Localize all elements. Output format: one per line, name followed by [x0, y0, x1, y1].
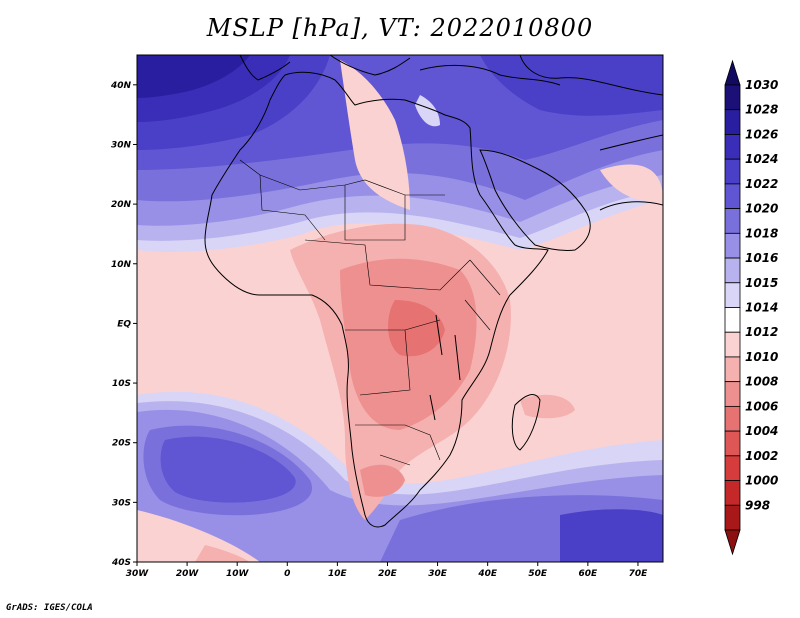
colorbar-label: 1030 — [745, 78, 778, 92]
lon-tick-label: 0 — [284, 569, 290, 579]
border-sahel — [259, 174, 406, 241]
india-coast-hint — [599, 201, 663, 211]
colorbar-swatch — [724, 356, 741, 383]
southwest-pocket-1010 — [195, 545, 250, 562]
arabian-sea-patch — [600, 164, 663, 202]
colorbar-label: 1008 — [745, 375, 778, 389]
iran-coastline — [599, 134, 663, 151]
asia-high-1024 — [480, 55, 663, 116]
colorbar-swatch — [724, 109, 741, 135]
lon-tick-label: 30E — [428, 569, 448, 579]
south-atlantic-high-1022 — [160, 436, 296, 503]
lon-tick-label: 70E — [629, 569, 649, 579]
colorbar-label: 1000 — [745, 474, 778, 488]
colorbar-label: 1010 — [745, 350, 778, 364]
colorbar-swatch — [724, 134, 741, 160]
border-south — [355, 424, 441, 466]
colorbar-swatch — [724, 455, 741, 481]
country-borders — [239, 159, 501, 466]
southwest-pocket — [137, 510, 260, 562]
lon-tick-label: 30W — [126, 569, 150, 579]
colorbar-swatch — [724, 381, 741, 407]
longitude-axis: 30W 20W 10W 0 10E 20E 30E 40E 50E 60E 70E — [126, 562, 648, 579]
south-africa-low — [360, 464, 405, 497]
lon-tick-label: 50E — [528, 569, 548, 579]
lon-tick-label: 10E — [328, 569, 348, 579]
madagascar-coastline — [511, 394, 541, 451]
colorbar-label: 1016 — [745, 251, 778, 265]
colorbar-swatch — [724, 183, 741, 210]
colorbar-label: 1012 — [745, 325, 778, 339]
colorbar-label: 1026 — [745, 127, 778, 141]
lat-tick-label: 10N — [111, 260, 132, 270]
colorbar-label: 1020 — [745, 202, 778, 216]
continental-low-1006 — [388, 300, 445, 357]
lat-tick-label: 30N — [111, 140, 132, 150]
iberia-coastline — [239, 55, 291, 81]
grads-credit: GrADS: IGES/COLA — [6, 603, 93, 613]
plot-frame — [136, 54, 664, 563]
coastlines — [204, 55, 663, 528]
border-central — [304, 239, 471, 291]
great-lakes — [429, 314, 461, 421]
lon-tick-label: 20W — [176, 569, 200, 579]
map-title: MSLP [hPa], VT: 2022010800 — [206, 14, 594, 42]
colorbar-swatch — [724, 282, 741, 308]
turkey-coastline — [419, 64, 561, 86]
colorbar-swatch — [724, 480, 741, 506]
colorbar: 1030 1028 1026 1024 1022 1020 1018 1016 1015 1014… — [724, 59, 778, 556]
africa-coastline — [204, 71, 549, 528]
azores-high-1028 — [137, 55, 250, 98]
colorbar-label: 1015 — [745, 276, 778, 290]
lon-tick-label: 40E — [477, 569, 498, 579]
colorbar-label: 1006 — [745, 399, 778, 413]
colorbar-swatch — [724, 257, 741, 284]
colorbar-swatch — [724, 232, 741, 259]
east-med-patch — [415, 95, 440, 127]
colorbar-top-cap — [724, 59, 741, 86]
colorbar-label: 1024 — [745, 152, 778, 166]
italy-balkans-coastline — [329, 55, 411, 76]
lon-tick-label: 20E — [378, 569, 398, 579]
sahara-trough — [340, 60, 410, 210]
colorbar-swatch — [724, 504, 741, 531]
colorbar-label: 1018 — [745, 226, 778, 240]
lat-tick-label: 30S — [112, 498, 131, 508]
lat-tick-label: 40N — [110, 81, 132, 91]
colorbar-swatch — [724, 331, 741, 358]
colorbar-label: 1002 — [745, 449, 778, 463]
caucasus-caspian — [519, 55, 663, 96]
pressure-field — [137, 55, 663, 562]
lat-tick-label: EQ — [117, 319, 131, 329]
latitude-axis: 40N 30N 20N 10N EQ 10S 20S 30S 40S — [110, 81, 137, 568]
colorbar-swatch — [724, 405, 741, 432]
lat-tick-label: 40S — [111, 558, 131, 568]
lat-tick-label: 20S — [112, 439, 131, 449]
lon-tick-label: 10W — [226, 569, 250, 579]
lat-tick-label: 20N — [111, 200, 132, 210]
madagascar-region — [520, 394, 575, 419]
lon-tick-label: 60E — [579, 569, 599, 579]
colorbar-swatch — [724, 430, 741, 457]
indian-ocean-high-1024 — [560, 509, 663, 562]
colorbar-label: 1004 — [745, 424, 778, 438]
colorbar-label: 1014 — [745, 301, 778, 315]
colorbar-label: 1028 — [745, 103, 778, 117]
border-congo — [345, 319, 441, 396]
colorbar-label: 998 — [745, 498, 770, 512]
colorbar-swatch — [724, 307, 741, 333]
lat-tick-label: 10S — [112, 379, 131, 389]
border-east — [464, 259, 501, 331]
colorbar-label: 1022 — [745, 177, 778, 191]
colorbar-swatch — [724, 158, 741, 185]
colorbar-bottom-cap — [724, 529, 741, 556]
colorbar-swatch — [724, 84, 741, 111]
colorbar-swatch — [724, 208, 741, 234]
arabia-coastline — [479, 149, 591, 251]
